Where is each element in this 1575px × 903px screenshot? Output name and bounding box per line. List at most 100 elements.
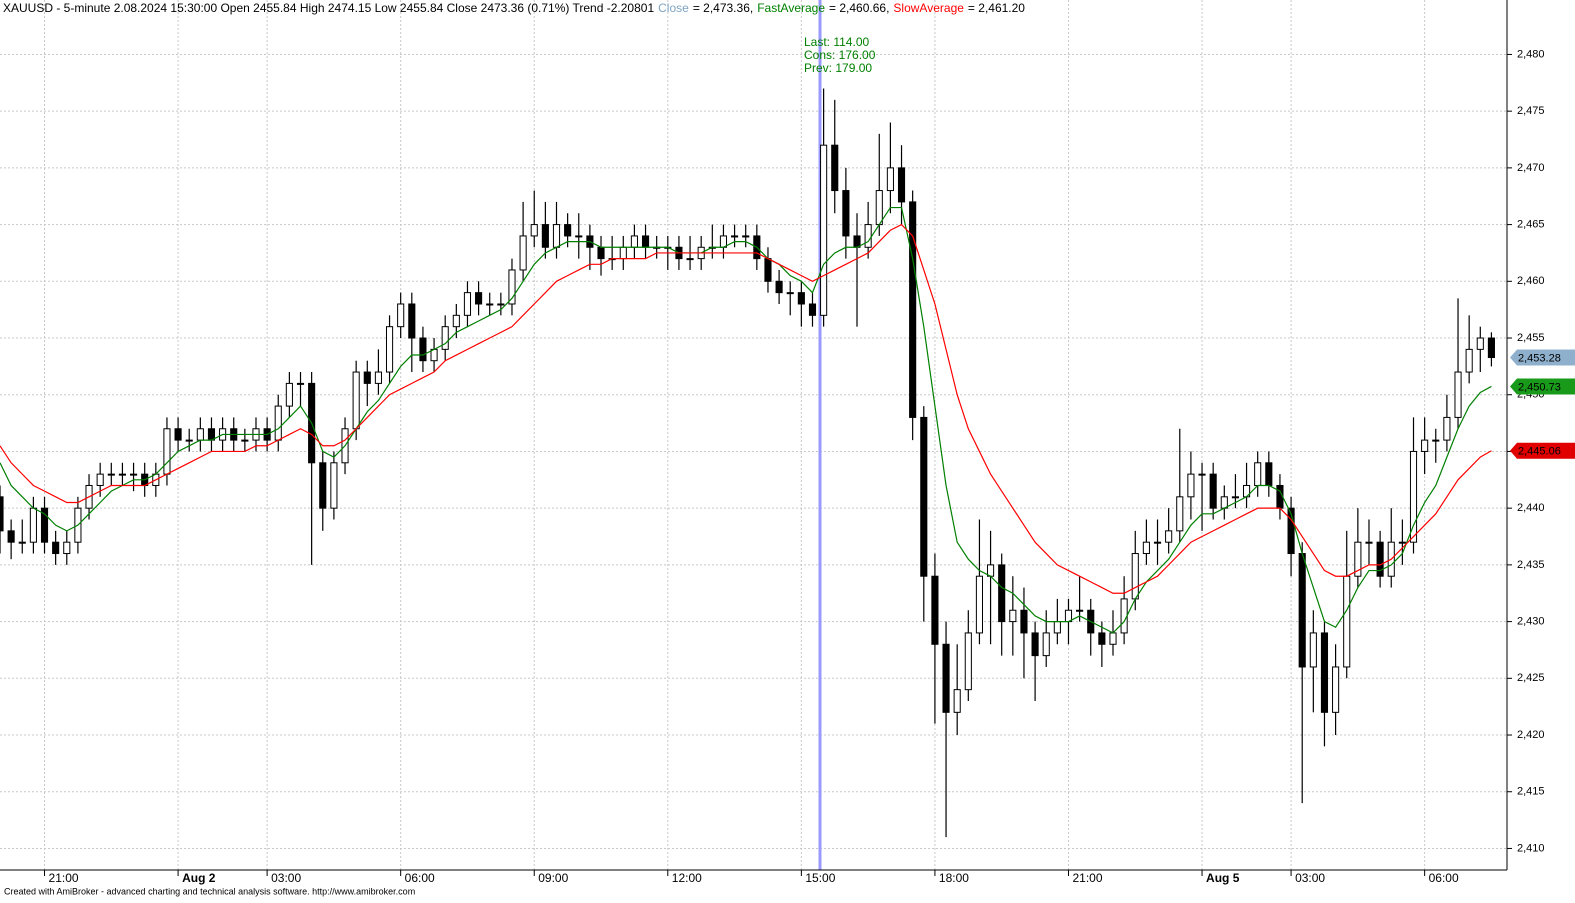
candle-body — [1398, 541, 1406, 544]
candle-body — [998, 564, 1006, 623]
candle-body — [486, 303, 494, 306]
candle-body — [1443, 416, 1451, 441]
candle-body — [1109, 632, 1117, 645]
plot-area — [0, 88, 1495, 838]
candle-body — [909, 201, 917, 418]
candle-body — [1076, 609, 1084, 612]
candle-body — [40, 507, 49, 543]
candle-body — [296, 382, 305, 385]
line-series — [0, 206, 1492, 634]
x-tick-label: Aug 5 — [1206, 871, 1240, 885]
candle-body — [129, 473, 138, 476]
candle-body — [1309, 632, 1317, 668]
candle-body — [619, 246, 627, 260]
candle-body — [29, 507, 37, 543]
candle-body — [508, 269, 516, 305]
candle-body — [1376, 541, 1384, 577]
annotation: Prev: 179.00 — [804, 61, 872, 75]
candle-body — [786, 292, 794, 295]
candle-body — [441, 326, 449, 350]
candle-body — [274, 405, 282, 441]
candle-body — [1409, 450, 1418, 543]
candle-body — [1320, 632, 1329, 713]
candle-body — [0, 496, 4, 532]
y-tick-label: 2,440 — [1517, 502, 1545, 514]
candle-body — [842, 190, 850, 237]
candle-body — [1142, 541, 1150, 555]
x-tick-label: 06:00 — [1429, 871, 1459, 885]
candle-body — [686, 258, 694, 261]
candle-body — [497, 303, 505, 306]
candle-body — [107, 473, 115, 476]
line-series — [0, 223, 1492, 594]
candle-body — [463, 292, 472, 316]
x-tick-label: 09:00 — [538, 871, 568, 885]
candle-body — [1298, 553, 1306, 668]
y-tick-label: 2,430 — [1517, 615, 1545, 627]
value-marker — [1510, 442, 1575, 459]
candle-body — [641, 235, 650, 248]
candle-body — [96, 473, 104, 486]
candle-body — [897, 167, 906, 203]
candle-body — [808, 303, 817, 316]
value-marker-label: 2,450.73 — [1518, 381, 1561, 393]
candle-body — [1254, 462, 1262, 486]
chart-title: XAUUSD - 5-minute 2.08.2024 15:30:00 Ope… — [3, 1, 1025, 15]
candle-body — [1009, 609, 1017, 623]
value-marker-label: 2,453.28 — [1518, 352, 1561, 364]
value-marker — [1510, 378, 1575, 395]
candle-body — [1165, 530, 1173, 543]
candle-body — [1287, 507, 1295, 555]
candle-body — [1465, 348, 1473, 373]
value-marker-label: 2,445.06 — [1518, 446, 1561, 458]
legend-name: SlowAverage — [893, 1, 964, 15]
candle-body — [118, 473, 126, 476]
candle-body — [1198, 473, 1206, 476]
candle-body — [163, 428, 171, 475]
candle-body — [731, 235, 739, 238]
candle-body — [1031, 632, 1039, 657]
candle-body — [1053, 621, 1061, 634]
legend-value: = 2,473.36, — [693, 1, 753, 15]
candle-body — [519, 235, 527, 271]
candle-body — [541, 224, 549, 248]
candle-body — [196, 428, 204, 441]
grid — [0, 0, 1507, 870]
annotation: Last: 114.00 — [804, 35, 869, 49]
candle-body — [7, 530, 15, 543]
legend-name: Close — [658, 1, 689, 15]
candle-body — [764, 258, 772, 282]
x-tick-label: 21:00 — [49, 871, 79, 885]
candle-body — [475, 292, 483, 305]
y-tick-label: 2,410 — [1517, 842, 1545, 854]
x-tick-label: 12:00 — [672, 871, 702, 885]
candle-body — [964, 632, 972, 691]
legend-name: FastAverage — [757, 1, 825, 15]
candle-body — [363, 371, 371, 384]
candle-body — [52, 541, 60, 555]
y-tick-label: 2,415 — [1517, 786, 1545, 798]
candle-body — [831, 144, 839, 192]
candle-body — [1187, 473, 1195, 498]
candle-body — [452, 314, 460, 328]
candle-body — [285, 382, 293, 407]
candle-body — [408, 303, 416, 339]
footer: Created with AmiBroker - advanced charti… — [4, 886, 415, 896]
candle-body — [1098, 632, 1106, 645]
candle-body — [1354, 541, 1362, 577]
x-tick-label: 03:00 — [271, 871, 301, 885]
legend-value: = 2,460.66, — [829, 1, 889, 15]
candle-body — [1209, 473, 1217, 509]
candle-body — [597, 246, 605, 260]
y-tick-label: 2,465 — [1517, 218, 1545, 230]
y-tick-label: 2,420 — [1517, 729, 1545, 741]
candle-body — [875, 190, 883, 226]
candle-body — [1042, 632, 1050, 657]
candle-body — [564, 224, 572, 237]
legend-value: = 2,461.20 — [968, 1, 1025, 15]
candle-body — [920, 416, 928, 577]
x-tick-label: 18:00 — [939, 871, 969, 885]
candle-body — [1332, 666, 1340, 713]
candle-body — [1153, 541, 1162, 544]
